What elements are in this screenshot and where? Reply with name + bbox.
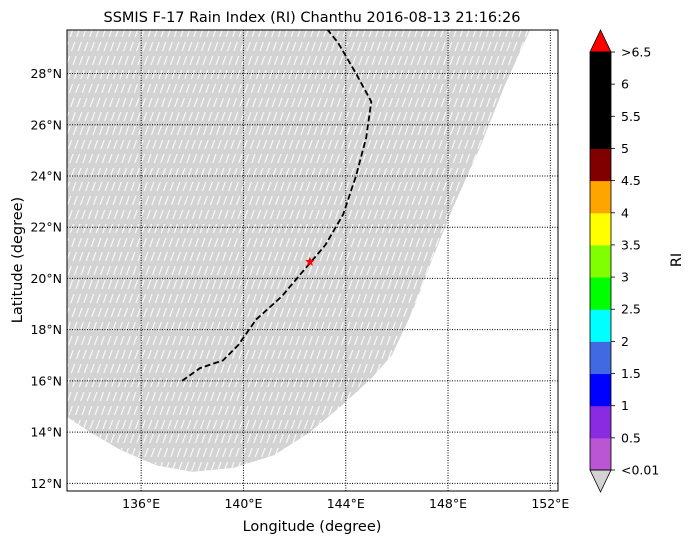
colorbar-segment bbox=[590, 341, 611, 375]
swath-scanlines bbox=[67, 30, 530, 472]
y-axis-ticks: 12°N 14°N 16°N 18°N 20°N 22°N 24°N 26°N 28°N bbox=[30, 66, 62, 491]
colorbar-tick-label: 4 bbox=[621, 205, 629, 220]
colorbar-tick-label: 5.5 bbox=[621, 109, 641, 124]
x-axis-ticks: 136°E 140°E 144°E 148°E 152°E bbox=[122, 496, 569, 511]
y-tick-label: 26°N bbox=[30, 117, 62, 132]
colorbar-label: RI bbox=[669, 253, 685, 267]
x-tick-label: 136°E bbox=[122, 496, 160, 511]
storm-center-marker bbox=[305, 256, 315, 266]
colorbar-tick-label: 2 bbox=[621, 334, 629, 349]
colorbar: <0.01 0.5 1 1.5 2 2.5 3 3.5 4 4.5 5 5.5 6 >6.5 bbox=[589, 29, 659, 493]
x-tick-label: 148°E bbox=[429, 496, 467, 511]
storm-track bbox=[181, 30, 373, 382]
gridlines bbox=[67, 30, 558, 491]
y-tick-label: 22°N bbox=[30, 220, 62, 235]
colorbar-segment bbox=[590, 180, 611, 214]
colorbar-tick-label: 3.5 bbox=[621, 237, 641, 252]
colorbar-segment bbox=[590, 84, 611, 117]
colorbar-frame bbox=[589, 51, 612, 471]
x-tick-label: 152°E bbox=[531, 496, 569, 511]
x-axis-label: Longitude (degree) bbox=[243, 519, 382, 535]
colorbar-tick-label: 4.5 bbox=[621, 173, 641, 188]
y-axis-label: Latitude (degree) bbox=[10, 197, 26, 323]
colorbar-tick-label: 3 bbox=[621, 270, 629, 285]
colorbar-segment bbox=[590, 244, 611, 278]
colorbar-over-extension bbox=[589, 29, 612, 53]
colorbar-segment bbox=[590, 309, 611, 342]
colorbar-tick-label: 5 bbox=[621, 141, 629, 156]
y-tick-label: 12°N bbox=[30, 476, 62, 491]
colorbar-tick-label: >6.5 bbox=[621, 45, 651, 60]
y-tick-label: 14°N bbox=[30, 425, 62, 440]
x-tick-label: 144°E bbox=[327, 496, 365, 511]
colorbar-under-extension bbox=[589, 469, 612, 493]
colorbar-tick-label: <0.01 bbox=[621, 463, 659, 478]
chart-title: SSMIS F-17 Rain Index (RI) Chanthu 2016-… bbox=[104, 10, 521, 26]
colorbar-tick-label: 1 bbox=[621, 398, 629, 413]
colorbar-segment bbox=[590, 52, 611, 85]
colorbar-segment bbox=[590, 212, 611, 246]
x-tick-label: 140°E bbox=[224, 496, 262, 511]
map-axes: 136°E 140°E 144°E 148°E 152°E 12°N 14°N 16°N 18… bbox=[30, 29, 569, 511]
colorbar-tick-label: 2.5 bbox=[621, 302, 641, 317]
y-tick-label: 28°N bbox=[30, 66, 62, 81]
colorbar-segment bbox=[590, 405, 611, 439]
y-tick-label: 16°N bbox=[30, 373, 62, 388]
y-tick-label: 24°N bbox=[30, 168, 62, 183]
y-tick-label: 18°N bbox=[30, 322, 62, 337]
colorbar-segment bbox=[590, 116, 611, 149]
colorbar-tick-label: 6 bbox=[621, 77, 629, 92]
y-tick-label: 20°N bbox=[30, 271, 62, 286]
colorbar-tick-label: 0.5 bbox=[621, 430, 641, 445]
colorbar-segment bbox=[590, 277, 611, 310]
colorbar-segment bbox=[590, 148, 611, 182]
colorbar-segment bbox=[590, 373, 611, 407]
axes-frame bbox=[66, 29, 559, 492]
colorbar-tick-label: 1.5 bbox=[621, 366, 641, 381]
colorbar-segment bbox=[590, 437, 611, 471]
